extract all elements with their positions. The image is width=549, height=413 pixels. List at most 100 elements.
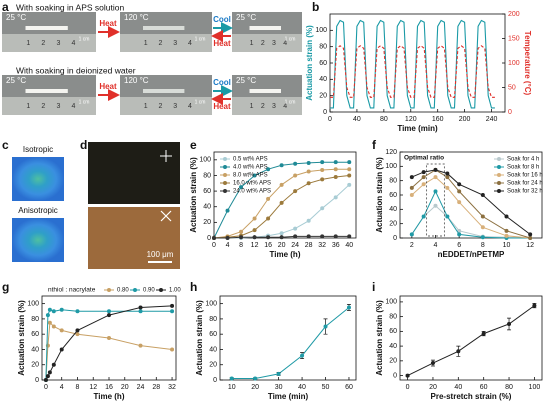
annotation: Optimal ratio (404, 155, 444, 162)
data-point (107, 313, 111, 318)
data-point (300, 353, 305, 358)
y-tick-label: 20 (203, 219, 211, 226)
scale-label: 1 cm (79, 37, 90, 43)
data-point (306, 169, 311, 174)
x-tick-label: 80 (505, 384, 513, 391)
data-point (457, 228, 462, 233)
image-label: Anisotropic (18, 206, 58, 215)
legend-label: 0.5 wt% APS (233, 157, 268, 163)
data-point (306, 234, 311, 239)
ruler (2, 34, 96, 52)
data-point (75, 332, 80, 337)
x-tick-label: 8 (481, 242, 485, 249)
data-point (409, 175, 414, 180)
y-tick-label: 0 (393, 235, 397, 242)
ruler-number: 3 (272, 103, 276, 110)
ruler-number: 1 (144, 40, 148, 47)
y-tick-label: 40 (31, 346, 39, 353)
data-point (504, 228, 509, 233)
ruler (120, 97, 212, 115)
scale-label: 1 cm (285, 100, 296, 106)
y2-tick-label: 50 (508, 84, 516, 91)
y-axis-label: Actuation strain (%) (305, 25, 314, 101)
ruler-number: 3 (56, 103, 60, 110)
polarizer-icon (160, 210, 172, 222)
data-point (320, 206, 325, 211)
ruler-number: 2 (41, 40, 45, 47)
data-point (433, 175, 438, 180)
series-line (330, 19, 495, 109)
y-tick-label: 120 (385, 149, 397, 156)
data-point (45, 313, 50, 318)
data-point (239, 185, 244, 190)
y2-tick-label: 100 (508, 60, 520, 67)
temperature-label: 25 °C (236, 76, 256, 85)
data-point (306, 181, 311, 186)
data-point (138, 305, 143, 310)
data-point (532, 303, 537, 308)
y-tick-label: 0 (323, 109, 327, 116)
legend-label: 1.00 (169, 288, 181, 294)
data-point (433, 189, 438, 194)
x-tick-label: 20 (121, 384, 129, 391)
film (143, 26, 185, 30)
data-point (405, 373, 410, 378)
y-tick-label: 20 (319, 93, 327, 100)
data-point (306, 218, 311, 223)
data-point (528, 232, 533, 237)
ruler-number: 2 (261, 103, 265, 110)
ruler-number: 3 (173, 40, 177, 47)
x-tick-label: 20 (278, 242, 286, 249)
legend-marker (497, 157, 501, 161)
y-tick-label: 80 (319, 44, 327, 51)
data-point (138, 343, 143, 348)
data-point (107, 309, 111, 314)
series-line (411, 176, 531, 239)
ruler-number: 2 (159, 103, 163, 110)
y-tick-label: 100 (385, 299, 397, 306)
y-tick-label: 0 (213, 377, 217, 384)
data-point (59, 328, 64, 333)
data-point (333, 160, 338, 165)
legend-marker (107, 288, 111, 292)
data-point (266, 196, 271, 201)
data-point (279, 231, 284, 236)
x-tick-label: 30 (275, 384, 283, 391)
data-point (225, 208, 230, 213)
data-point (47, 370, 52, 375)
x-tick-label: 160 (432, 116, 444, 123)
data-point (409, 185, 414, 190)
data-point (279, 200, 284, 205)
x-tick-label: 20 (251, 384, 259, 391)
legend-label: 16.0 wt% APS (233, 181, 271, 187)
y-tick-label: 0 (35, 377, 39, 384)
data-point (212, 236, 216, 240)
y-tick-label: 100 (205, 300, 217, 307)
x-tick-label: 50 (322, 384, 330, 391)
data-point (409, 193, 414, 197)
x-tick-label: 32 (168, 384, 176, 391)
plot-frame (219, 295, 357, 381)
y-tick-label: 100 (27, 300, 39, 307)
arrow-label: Cool (213, 78, 231, 87)
temperature-label: 25 °C (6, 76, 26, 85)
y-tick-label: 60 (319, 60, 327, 67)
data-point (480, 225, 485, 230)
data-point (347, 173, 352, 178)
y-tick-label: 60 (389, 192, 397, 199)
y2-tick-label: 200 (508, 11, 520, 18)
x-tick-label: 8 (239, 242, 243, 249)
scale-label: 1 cm (195, 37, 206, 43)
y-axis-label: Actuation strain (%) (375, 300, 384, 376)
legend-marker (223, 165, 227, 169)
x-tick-label: 4 (434, 242, 438, 249)
y2-tick-label: 150 (508, 35, 520, 42)
data-point (225, 236, 230, 240)
panel-label: h (190, 280, 197, 294)
legend-marker (497, 189, 501, 193)
data-point (333, 175, 338, 180)
ruler-number: 2 (261, 40, 265, 47)
data-point (457, 189, 462, 194)
data-point (430, 361, 435, 366)
x-axis-label: Pre-stretch strain (%) (431, 392, 512, 401)
